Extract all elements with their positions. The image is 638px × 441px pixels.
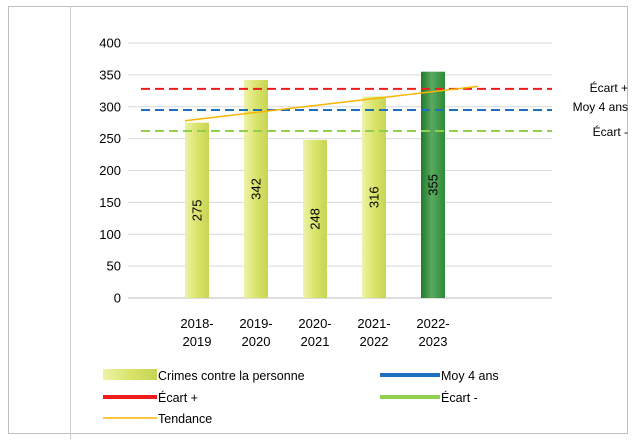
x-tick-label: 2019 (183, 334, 212, 349)
bar (185, 122, 209, 298)
reference-line-label: Moy 4 ans (573, 100, 628, 114)
reference-line-label: Écart - (593, 124, 628, 139)
left-guide-line (70, 6, 71, 439)
reference-line-labels: Écart + Moy 4 ans Écart - (573, 80, 628, 139)
x-tick-label: 2021 (301, 334, 330, 349)
y-tick-label: 100 (99, 227, 121, 242)
x-axis: 2018- 2019 2019- 2020 2020- 2021 2021- 2022 2022… (180, 316, 449, 349)
x-tick-label: 2022- (416, 316, 449, 331)
x-tick-label: 2018- (180, 316, 213, 331)
x-tick-label: 2021- (357, 316, 390, 331)
bar-data-label: 316 (367, 186, 382, 208)
bar-data-label: 355 (426, 174, 441, 196)
trend-line-path (184, 85, 479, 122)
bar-data-label: 275 (190, 199, 205, 221)
bar-data-label: 248 (308, 208, 323, 230)
y-tick-label: 350 (99, 67, 121, 82)
legend-swatch-bar (103, 369, 157, 380)
x-tick-label: 2020 (242, 334, 271, 349)
y-tick-label: 0 (114, 291, 121, 306)
x-tick-label: 2022 (360, 334, 389, 349)
legend-label: Écart - (441, 390, 478, 405)
y-tick-label: 250 (99, 131, 121, 146)
y-tick-label: 50 (107, 259, 121, 274)
legend: Crimes contre la personne Moy 4 ans Écart … (103, 369, 499, 426)
x-tick-label: 2020- (298, 316, 331, 331)
legend-label: Tendance (158, 412, 212, 426)
legend-label: Crimes contre la personne (158, 369, 305, 383)
legend-label: Moy 4 ans (441, 369, 499, 383)
y-axis: 0 50 100 150 200 250 300 350 400 (99, 36, 121, 306)
bar (244, 79, 268, 298)
y-tick-label: 150 (99, 195, 121, 210)
reference-line-label: Écart + (590, 80, 628, 95)
bar-data-label: 342 (249, 178, 264, 200)
trend-line (184, 85, 479, 122)
bar (303, 139, 327, 298)
y-tick-label: 200 (99, 163, 121, 178)
y-tick-label: 400 (99, 36, 121, 51)
x-tick-label: 2019- (239, 316, 272, 331)
legend-label: Écart + (158, 390, 198, 405)
x-tick-label: 2023 (419, 334, 448, 349)
y-tick-label: 300 (99, 99, 121, 114)
reference-lines (141, 87, 552, 132)
